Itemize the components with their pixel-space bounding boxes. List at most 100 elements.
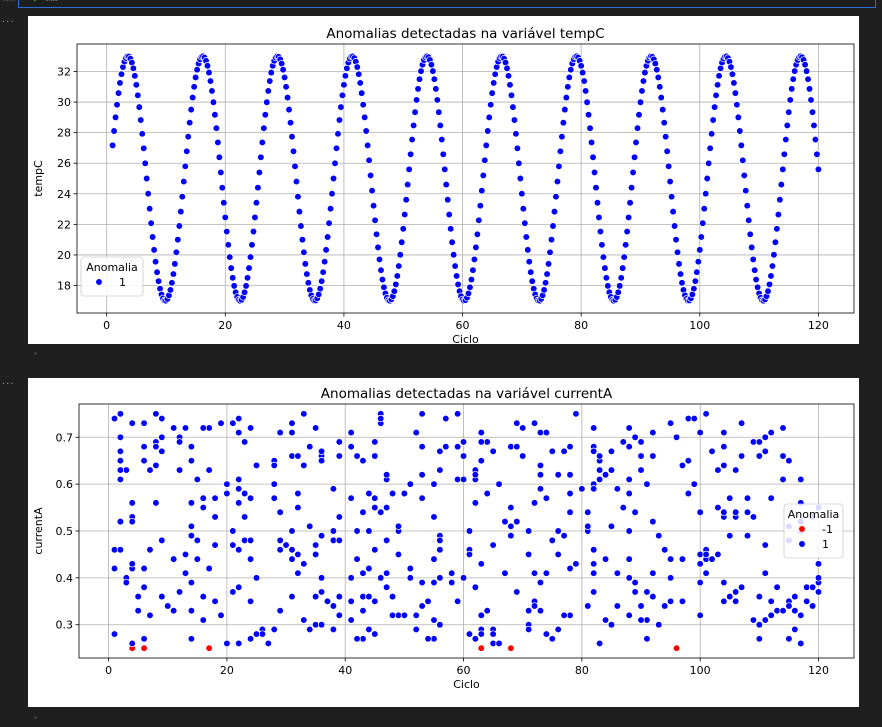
data-point [340, 81, 348, 89]
data-point [789, 75, 797, 83]
data-point [329, 485, 338, 493]
data-point [742, 187, 750, 195]
data-point [513, 517, 521, 526]
cell-output-menu[interactable]: ... [2, 14, 15, 25]
data-point [512, 130, 520, 138]
data-point [672, 235, 680, 244]
y-tick-label: 28 [57, 127, 71, 140]
data-point [643, 588, 651, 596]
y-tick-label: 18 [57, 279, 71, 292]
data-point [625, 442, 633, 451]
data-point [814, 574, 823, 582]
data-point [737, 141, 745, 150]
data-point [335, 611, 343, 620]
data-point [353, 452, 361, 460]
data-point [374, 243, 382, 252]
data-point [235, 583, 243, 591]
data-point [578, 68, 587, 77]
data-point [543, 270, 551, 278]
data-point [536, 485, 545, 493]
data-point [448, 569, 456, 577]
data-point [590, 485, 598, 493]
data-point [211, 494, 219, 502]
data-point [627, 183, 636, 192]
data-point [481, 156, 489, 164]
data-point [129, 64, 137, 72]
data-point [495, 480, 503, 488]
data-point [590, 168, 599, 177]
data-point [814, 588, 823, 596]
data-point [746, 230, 754, 238]
data-point [536, 578, 545, 587]
data-point [191, 73, 200, 82]
data-point [779, 165, 787, 174]
data-point [317, 532, 326, 540]
data-point [365, 156, 373, 164]
chart-svg: 0 20 40 60 80 100 120 18 20 22 24 26 28 30 32 Anomalias… [32, 26, 855, 344]
data-point [649, 452, 657, 460]
data-point [453, 442, 462, 451]
data-point [714, 466, 722, 474]
data-point [153, 268, 161, 276]
data-point [148, 233, 157, 241]
data-point [335, 536, 343, 545]
data-point [280, 73, 289, 82]
data-point [199, 494, 207, 502]
data-point [353, 555, 361, 563]
data-point [791, 67, 799, 75]
data-point [140, 457, 148, 465]
data-point [513, 144, 522, 152]
data-point [639, 77, 648, 85]
data-point [353, 635, 361, 643]
data-point [418, 578, 426, 587]
data-point [246, 494, 255, 502]
data-point [559, 119, 568, 127]
data-point [703, 174, 711, 183]
data-point [143, 174, 151, 183]
data-point [303, 270, 311, 278]
data-point [552, 193, 560, 201]
data-point [554, 527, 562, 535]
data-point [140, 442, 148, 451]
data-point [208, 87, 216, 95]
data-point [561, 105, 569, 114]
data-point [402, 196, 410, 204]
data-point [116, 457, 125, 465]
data-point [249, 227, 258, 236]
data-point [355, 70, 363, 78]
data-point [223, 639, 231, 648]
data-point [322, 246, 330, 254]
cell-output-menu[interactable]: ... [2, 376, 15, 387]
data-point [388, 489, 397, 498]
data-point [288, 546, 296, 554]
data-point [415, 75, 424, 83]
data-point [797, 475, 805, 484]
data-point [300, 616, 308, 624]
data-point [516, 174, 525, 183]
legend-box [80, 256, 144, 297]
y-axis-label: tempC [32, 160, 45, 197]
data-point [170, 607, 178, 615]
data-point [277, 59, 286, 68]
data-point [254, 183, 262, 192]
data-point [224, 241, 232, 249]
data-point [209, 98, 218, 106]
data-point [227, 264, 235, 272]
data-point [240, 288, 249, 296]
data-point [445, 210, 453, 219]
data-point [797, 611, 805, 620]
data-point [375, 255, 384, 264]
data-point [761, 616, 769, 624]
data-point [696, 560, 704, 568]
data-point [317, 447, 326, 455]
data-point [251, 213, 259, 222]
data-point [560, 611, 568, 620]
data-point [371, 438, 379, 446]
data-point [394, 522, 403, 530]
legend-label: 1 [119, 276, 126, 289]
data-point [285, 105, 293, 114]
data-point [602, 274, 611, 282]
data-point [235, 475, 243, 484]
data-point [151, 258, 160, 266]
data-point [338, 91, 347, 99]
